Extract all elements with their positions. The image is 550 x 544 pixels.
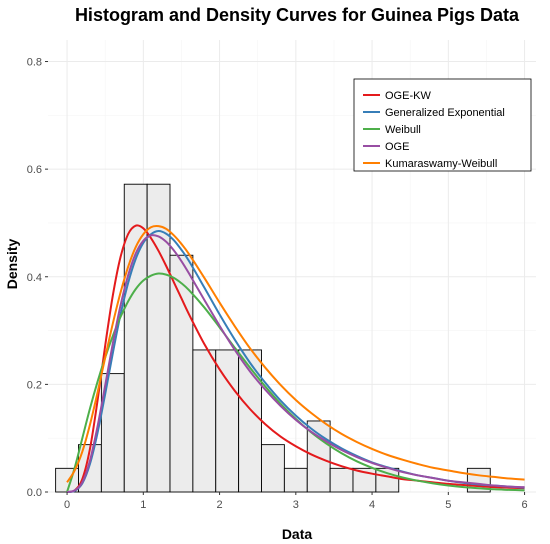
x-tick-label: 6 xyxy=(522,499,528,511)
histogram-bar xyxy=(261,444,285,493)
legend: OGE-KW Generalized Exponential Weibull OGE K… xyxy=(353,78,532,172)
legend-label-weibull: Weibull xyxy=(385,124,421,136)
density-curve-kumaraswamy-weibull xyxy=(66,225,525,483)
chart-title: Histogram and Density Curves for Guinea … xyxy=(75,5,520,25)
y-tick-label: 0.0 xyxy=(27,487,42,499)
histogram-bar xyxy=(192,349,217,493)
histogram-bars xyxy=(55,183,491,493)
histogram-bar xyxy=(375,467,400,493)
y-axis-ticks: 0.0 0.2 0.4 0.6 0.8 xyxy=(27,57,48,499)
x-tick-label: 0 xyxy=(64,499,70,511)
density-curve-oge xyxy=(66,234,525,493)
y-tick-label: 0.8 xyxy=(27,57,42,69)
x-axis-ticks: 0 1 2 3 4 5 6 xyxy=(64,492,528,511)
histogram-bar xyxy=(283,467,308,493)
density-curves xyxy=(66,224,525,493)
y-tick-label: 0.4 xyxy=(27,272,42,284)
legend-label-oge-kw: OGE-KW xyxy=(385,90,431,102)
y-tick-label: 0.2 xyxy=(27,379,42,391)
x-tick-label: 4 xyxy=(369,499,375,511)
x-axis-label: Data xyxy=(282,526,313,542)
histogram-bar xyxy=(215,349,240,493)
legend-label-generalized-exponential: Generalized Exponential xyxy=(385,107,505,119)
y-axis-label: Density xyxy=(4,239,20,290)
legend-box xyxy=(353,78,532,172)
x-tick-label: 2 xyxy=(217,499,223,511)
histogram-bar xyxy=(329,467,354,493)
legend-label-kumaraswamy-weibull: Kumaraswamy-Weibull xyxy=(385,158,497,170)
legend-label-oge: OGE xyxy=(385,141,409,153)
x-tick-label: 3 xyxy=(293,499,299,511)
y-tick-label: 0.6 xyxy=(27,164,42,176)
x-tick-label: 5 xyxy=(445,499,451,511)
x-tick-label: 1 xyxy=(140,499,146,511)
histogram-bar xyxy=(123,183,148,493)
